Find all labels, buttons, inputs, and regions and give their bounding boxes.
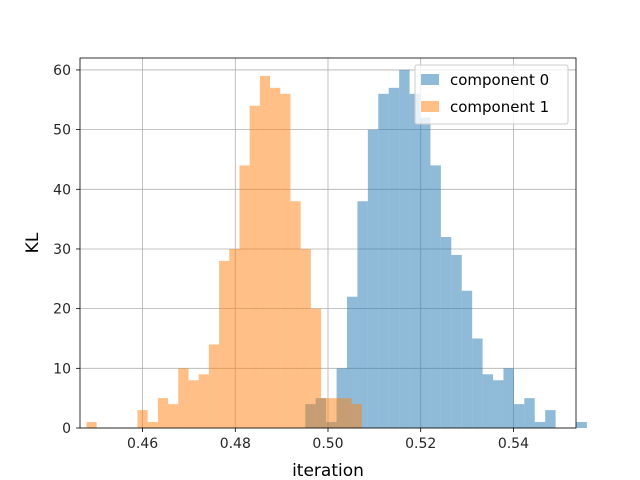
bar-series1-bin6 bbox=[147, 422, 158, 428]
legend-box bbox=[414, 64, 569, 125]
bar-series1-bin5 bbox=[137, 410, 148, 428]
bar-series0-bin11 bbox=[420, 117, 431, 428]
x-tick-label-3: 0.52 bbox=[405, 436, 436, 452]
legend-label-component-1: component 1 bbox=[450, 98, 549, 116]
y-tick-label-2: 20 bbox=[53, 302, 71, 318]
bar-series1-bin13 bbox=[219, 260, 230, 428]
bar-series0-bin5 bbox=[357, 201, 368, 428]
bar-series0-bin13 bbox=[440, 237, 452, 428]
bar-series0-bin8 bbox=[388, 87, 400, 428]
bar-series0-bin14 bbox=[451, 254, 462, 428]
bar-series0-bin16 bbox=[472, 338, 483, 428]
bar-series1-bin19 bbox=[280, 93, 291, 428]
bar-series1-bin20 bbox=[290, 201, 301, 428]
bar-series0-bin12 bbox=[430, 165, 441, 428]
y-tick-label-6: 60 bbox=[53, 63, 71, 79]
x-axis-ticks: 0.46 0.48 0.50 0.52 0.54 bbox=[127, 428, 529, 452]
bar-series1-bin26 bbox=[351, 404, 362, 428]
y-tick-label-5: 50 bbox=[53, 123, 71, 139]
legend-label-component-0: component 0 bbox=[450, 71, 549, 89]
bar-series0-bin17 bbox=[482, 374, 494, 428]
bar-series1-bin7 bbox=[157, 398, 169, 428]
bar-series1-bin23 bbox=[321, 398, 332, 428]
bar-series0-bin18 bbox=[493, 380, 504, 428]
x-axis-label: iteration bbox=[292, 461, 364, 480]
x-tick-label-4: 0.54 bbox=[498, 436, 529, 452]
bar-series0-bin9 bbox=[399, 69, 410, 428]
bar-series0-bin15 bbox=[461, 290, 473, 428]
bar-series0-bin26 bbox=[576, 422, 587, 428]
bar-series1-bin22 bbox=[310, 308, 322, 428]
y-tick-label-0: 0 bbox=[62, 421, 71, 437]
y-tick-label-3: 30 bbox=[53, 242, 71, 258]
bar-series1-bin11 bbox=[198, 374, 209, 428]
y-axis-ticks: 0 10 20 30 40 50 60 bbox=[53, 63, 80, 437]
bar-series1-bin17 bbox=[259, 75, 271, 428]
bar-series1-bin24 bbox=[331, 398, 342, 428]
bar-series1-bin14 bbox=[229, 248, 240, 428]
bar-series0-bin19 bbox=[503, 368, 514, 428]
legend-swatch-component-1 bbox=[421, 101, 439, 112]
bar-series0-bin7 bbox=[378, 93, 389, 428]
bar-series0-bin20 bbox=[513, 404, 525, 428]
y-axis-label: KL bbox=[23, 232, 43, 253]
bar-series0-bin22 bbox=[534, 422, 546, 428]
bar-series1-bin12 bbox=[208, 344, 220, 428]
y-tick-label-1: 10 bbox=[53, 361, 71, 377]
grid-lines bbox=[80, 58, 576, 429]
x-tick-label-0: 0.46 bbox=[127, 436, 158, 452]
legend-swatch-component-0 bbox=[421, 74, 439, 85]
bar-series1-bin25 bbox=[341, 398, 352, 428]
bar-series0-bin6 bbox=[367, 129, 379, 428]
legend: component 0 component 1 bbox=[414, 64, 569, 125]
bar-series1-bin10 bbox=[188, 380, 199, 428]
y-tick-label-4: 40 bbox=[53, 182, 71, 198]
bar-series1-bin16 bbox=[249, 105, 260, 428]
x-tick-label-1: 0.48 bbox=[220, 436, 251, 452]
bar-series1-bin9 bbox=[178, 368, 189, 428]
bar-series0-bin4 bbox=[347, 296, 358, 428]
bar-series0-bin21 bbox=[524, 398, 535, 428]
histogram-bars bbox=[86, 69, 587, 428]
bar-series0-bin10 bbox=[409, 93, 421, 428]
bar-series1-bin18 bbox=[270, 87, 281, 428]
bar-series1-bin8 bbox=[168, 404, 179, 428]
bar-series1-bin15 bbox=[239, 165, 250, 428]
bar-series1-bin21 bbox=[300, 248, 311, 428]
x-tick-label-2: 0.50 bbox=[312, 436, 343, 452]
bar-series1-bin0 bbox=[86, 422, 97, 428]
bar-series0-bin23 bbox=[545, 410, 556, 428]
